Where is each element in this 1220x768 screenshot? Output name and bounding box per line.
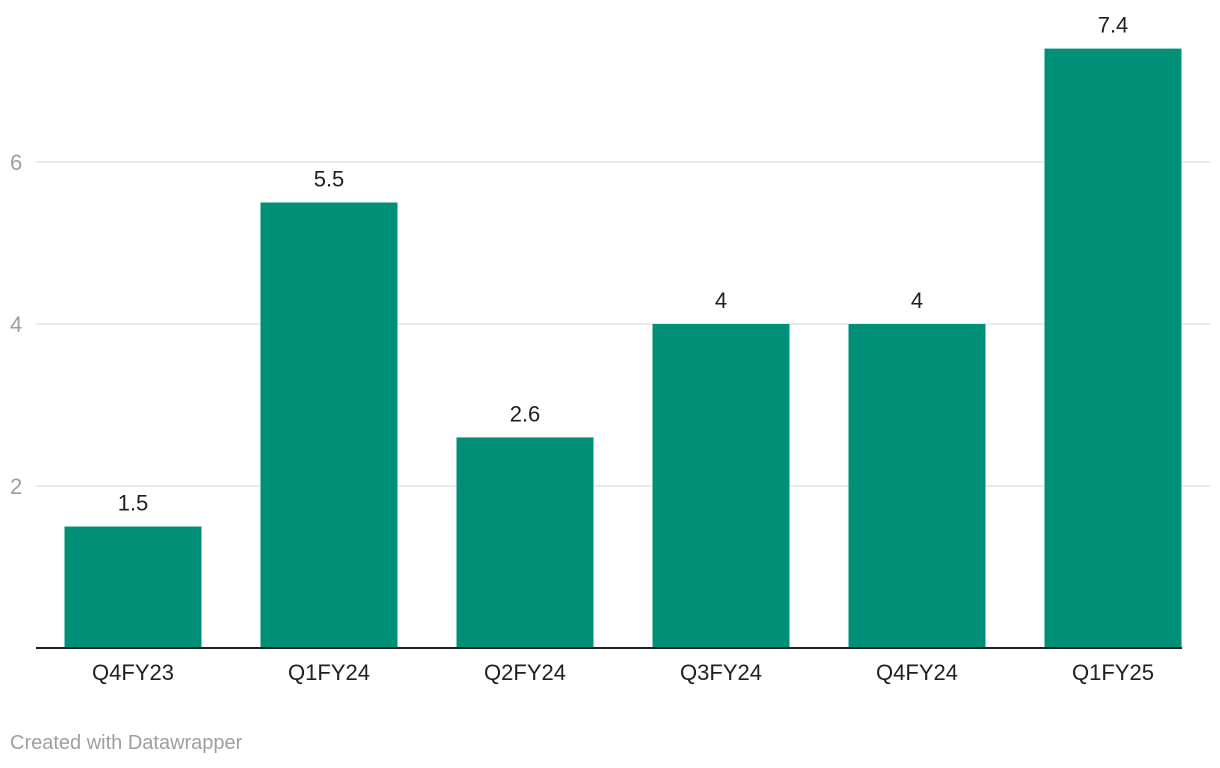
y-tick-label: 6 bbox=[10, 150, 22, 175]
bar-q4fy23 bbox=[64, 526, 202, 648]
value-label: 4 bbox=[911, 288, 923, 313]
datawrapper-credit: Created with Datawrapper bbox=[10, 732, 243, 754]
value-label: 7.4 bbox=[1098, 13, 1129, 38]
y-axis: 2 4 6 bbox=[10, 150, 22, 499]
bar-q4fy24 bbox=[848, 324, 986, 648]
bar-q3fy24 bbox=[652, 324, 790, 648]
value-label: 5.5 bbox=[314, 167, 345, 192]
y-tick-label: 2 bbox=[10, 474, 22, 499]
x-tick-label: Q4FY24 bbox=[876, 660, 958, 685]
bar-q1fy25 bbox=[1044, 48, 1182, 649]
value-label: 2.6 bbox=[510, 401, 541, 426]
x-tick-label: Q1FY24 bbox=[288, 660, 370, 685]
bar-q1fy24 bbox=[260, 202, 398, 648]
value-label: 4 bbox=[715, 288, 727, 313]
x-tick-label: Q4FY23 bbox=[92, 660, 174, 685]
x-tick-label: Q3FY24 bbox=[680, 660, 762, 685]
x-tick-label: Q1FY25 bbox=[1072, 660, 1154, 685]
bar-chart: 1.55.52.64 47.4 Q4FY23 Q1FY24 Q2FY24 Q3FY24 Q… bbox=[10, 13, 1210, 685]
x-axis: Q4FY23 Q1FY24 Q2FY24 Q3FY24 Q4FY24 Q1FY25 bbox=[36, 647, 1182, 685]
bars bbox=[64, 48, 1182, 649]
bar-q2fy24 bbox=[456, 437, 594, 648]
value-labels: 1.5 5.5 2.6 4 4 7.4 bbox=[118, 13, 1129, 516]
y-tick-label: 4 bbox=[10, 312, 22, 337]
x-tick-label: Q2FY24 bbox=[484, 660, 566, 685]
gridlines bbox=[36, 161, 1210, 487]
value-label: 1.5 bbox=[118, 491, 149, 516]
